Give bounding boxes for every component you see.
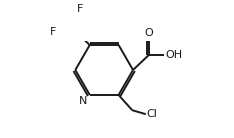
Text: OH: OH bbox=[165, 50, 182, 60]
Text: O: O bbox=[145, 28, 154, 38]
Text: F: F bbox=[50, 27, 57, 37]
Text: Cl: Cl bbox=[147, 109, 158, 119]
Text: N: N bbox=[78, 96, 87, 106]
Text: F: F bbox=[77, 4, 84, 14]
